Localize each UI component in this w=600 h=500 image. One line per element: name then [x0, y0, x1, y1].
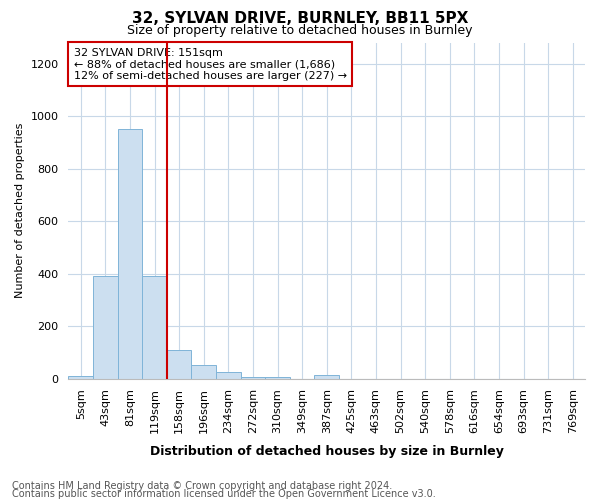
- Text: Contains HM Land Registry data © Crown copyright and database right 2024.: Contains HM Land Registry data © Crown c…: [12, 481, 392, 491]
- Bar: [265, 377, 290, 378]
- Bar: [118, 129, 142, 378]
- Bar: [314, 374, 339, 378]
- Bar: [216, 372, 241, 378]
- Bar: [93, 276, 118, 378]
- Text: 32 SYLVAN DRIVE: 151sqm
← 88% of detached houses are smaller (1,686)
12% of semi: 32 SYLVAN DRIVE: 151sqm ← 88% of detache…: [74, 48, 347, 80]
- Bar: [241, 377, 265, 378]
- Text: Contains public sector information licensed under the Open Government Licence v3: Contains public sector information licen…: [12, 489, 436, 499]
- Bar: [142, 276, 167, 378]
- Text: 32, SYLVAN DRIVE, BURNLEY, BB11 5PX: 32, SYLVAN DRIVE, BURNLEY, BB11 5PX: [132, 11, 468, 26]
- Text: Size of property relative to detached houses in Burnley: Size of property relative to detached ho…: [127, 24, 473, 37]
- Bar: [167, 350, 191, 378]
- Bar: [68, 376, 93, 378]
- Bar: [191, 366, 216, 378]
- Y-axis label: Number of detached properties: Number of detached properties: [15, 123, 25, 298]
- X-axis label: Distribution of detached houses by size in Burnley: Distribution of detached houses by size …: [150, 444, 503, 458]
